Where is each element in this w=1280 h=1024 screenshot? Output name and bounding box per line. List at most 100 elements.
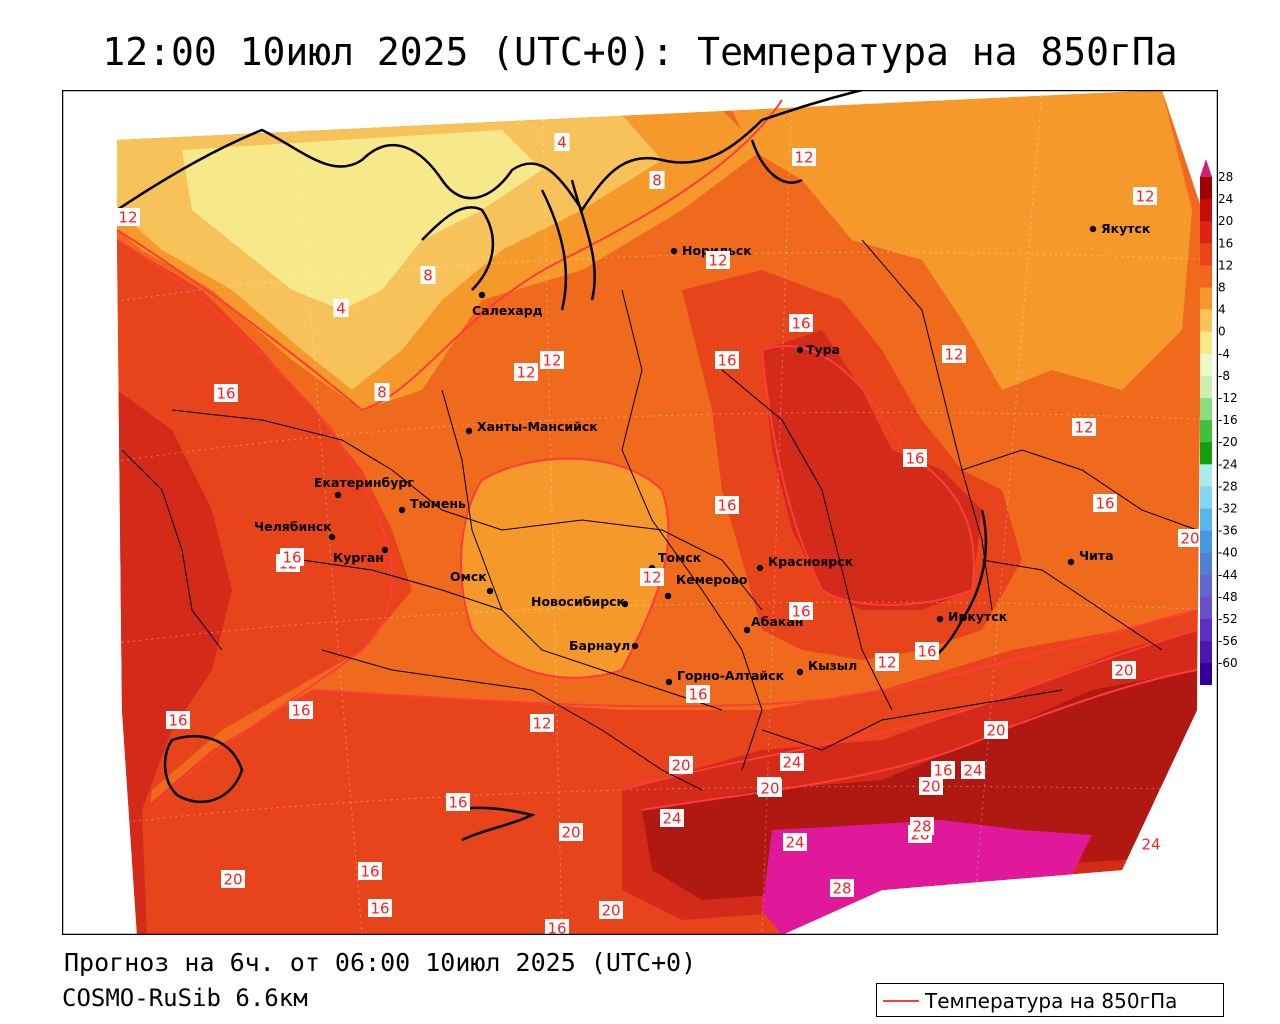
city-marker: Красноярск — [756, 554, 854, 572]
isotherm-label-text: 20 — [1114, 662, 1133, 680]
isotherm-label: 20 — [669, 756, 693, 775]
isotherm-label-text: 4 — [557, 134, 567, 152]
isotherm-label-box — [1072, 418, 1096, 436]
colorbar-tick-label: -48 — [1218, 590, 1238, 604]
isotherm-label: 16 — [789, 602, 813, 621]
colorbar-tick-label: -32 — [1218, 502, 1238, 516]
colorbar-tick-label: 24 — [1218, 192, 1233, 206]
city-dot — [478, 291, 486, 299]
isotherm-label-text: 16 — [1095, 495, 1114, 513]
colorbar-segment — [1200, 420, 1212, 443]
isotherm-label: 16 — [545, 919, 569, 935]
isotherm-label: 24 — [783, 833, 807, 852]
colorbar-segment — [1200, 641, 1212, 664]
isotherm-label: 16 — [214, 384, 238, 403]
isotherm-label-box — [530, 714, 554, 732]
isotherm-label-text: 20 — [921, 778, 940, 796]
isotherm-label-box — [420, 266, 436, 284]
isotherm-label-box — [221, 870, 245, 888]
isotherm-label-text: 20 — [671, 757, 690, 775]
isotherm-label-text: 12 — [516, 364, 535, 382]
isotherm-label: 12 — [942, 345, 966, 364]
isotherm-label-text: 12 — [1074, 419, 1093, 437]
city-label: Чита — [1079, 548, 1114, 563]
isotherm-label-box — [554, 133, 570, 151]
isotherm-label: 16 — [289, 701, 313, 720]
colorbar-segment — [1200, 353, 1212, 377]
isotherm-label-text: 12 — [1135, 188, 1154, 206]
city-marker: Омск — [450, 569, 494, 595]
isotherm-labels-layer: 4488812121212121212121212121216161616161… — [116, 133, 1202, 935]
isotherm-label-box — [1112, 661, 1136, 679]
colorbar-tick-label: 16 — [1218, 236, 1233, 250]
isotherm-label-box — [559, 823, 583, 841]
colorbar-top-arrow — [1200, 159, 1212, 177]
page-title: 12:00 10июл 2025 (UTC+0): Температура на… — [102, 30, 1178, 74]
city-marker: Салехард — [472, 291, 543, 318]
colorbar-segment — [1200, 375, 1212, 399]
isotherm-label: 20 — [599, 901, 623, 920]
colorbar-segment — [1200, 552, 1212, 576]
colorbar-tick-label: -56 — [1218, 634, 1238, 648]
isotherm-label: 12 — [1133, 187, 1157, 206]
city-dot — [743, 626, 751, 634]
city-dot — [664, 592, 672, 600]
isotherm-label: 16 — [915, 642, 939, 661]
isotherm-label: 12 — [640, 568, 664, 587]
isotherm-label-box — [358, 862, 382, 880]
city-dot — [621, 600, 629, 608]
colorbar-tick-label: 8 — [1218, 281, 1226, 295]
colorbar-segment — [1200, 265, 1212, 288]
colorbar-segment — [1200, 287, 1212, 311]
isotherm-label: 12 — [1072, 418, 1096, 437]
isotherm-label: 16 — [1093, 494, 1117, 513]
isotherm-label: 16 — [166, 711, 190, 730]
colorbar-tick-label: -24 — [1218, 457, 1238, 471]
city-label: Горно-Алтайск — [677, 668, 785, 683]
isotherm-label-text: 16 — [168, 712, 187, 730]
isotherm-label-text: 16 — [717, 497, 736, 515]
city-label: Томск — [658, 550, 702, 565]
colorbar-segment — [1200, 199, 1212, 222]
isotherm-label-text: 24 — [782, 754, 801, 772]
isotherm-label: 12 — [875, 653, 899, 672]
isotherm-label-text: 28 — [912, 818, 931, 836]
city-label: Екатеринбург — [314, 475, 414, 490]
city-label: Норильск — [682, 243, 752, 258]
colorbar-tick-label: -28 — [1218, 479, 1238, 493]
isotherm-label: 28 — [910, 817, 934, 836]
colorbar-tick-label: 20 — [1218, 214, 1233, 228]
isotherm-label: 20 — [919, 777, 943, 796]
isotherm-label-text: 16 — [547, 920, 566, 936]
isotherm-label-text: 20 — [561, 824, 580, 842]
city-dot — [334, 491, 342, 499]
city-marker: Екатеринбург — [314, 475, 414, 499]
isotherm-label-box — [706, 251, 730, 269]
city-label: Иркутск — [948, 609, 1008, 624]
isotherm-label: 20 — [1112, 661, 1136, 680]
isotherm-label-text: 20 — [223, 871, 242, 889]
isotherm-label-text: 16 — [791, 603, 810, 621]
city-marker: Новосибирск — [531, 594, 629, 609]
city-marker: Ханты-Мансийск — [465, 419, 598, 435]
isotherm-label: 16 — [931, 761, 955, 780]
isotherm-label-box — [830, 879, 854, 897]
isotherm-label-text: 24 — [662, 810, 681, 828]
isotherm-label-text: 12 — [542, 352, 561, 370]
isotherm-label-box — [540, 351, 564, 369]
isotherm-label: 16 — [715, 351, 739, 370]
legend-label: Температура на 850гПа — [925, 989, 1178, 1013]
city-label: Кызыл — [808, 658, 857, 673]
colorbar-segment — [1200, 530, 1212, 554]
city-dot — [486, 587, 494, 595]
isotherm-label-text: 16 — [291, 702, 310, 720]
isotherm-label-box — [669, 756, 693, 774]
isotherm-label-text: 8 — [423, 267, 433, 285]
colorbar-tick-label: 0 — [1218, 325, 1226, 339]
isotherm-label: 8 — [374, 383, 390, 402]
isotherm-label-box — [915, 642, 939, 660]
isotherm-label-text: 12 — [708, 252, 727, 270]
colorbar-segment — [1200, 574, 1212, 598]
isotherm-label: 16 — [446, 793, 470, 812]
isotherm-label-box — [780, 753, 804, 771]
